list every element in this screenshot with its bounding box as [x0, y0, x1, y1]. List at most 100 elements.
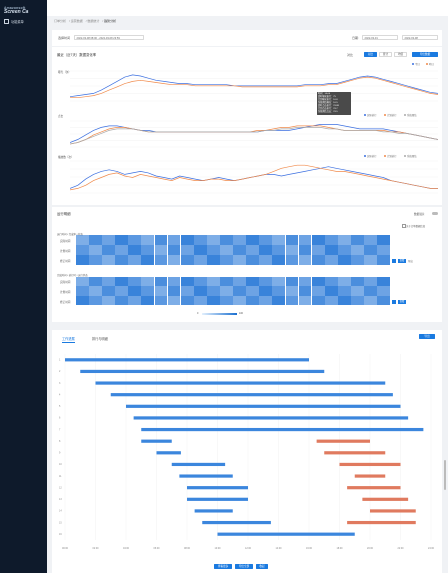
heat-cell[interactable]	[233, 295, 246, 305]
heat-cell[interactable]	[298, 295, 312, 305]
collapse-button[interactable]: 收起	[256, 564, 268, 569]
heat-cell[interactable]	[128, 245, 142, 255]
expand-icon[interactable]	[392, 300, 396, 304]
heat-cell[interactable]	[167, 286, 181, 296]
heat-cell[interactable]	[324, 277, 338, 287]
heat-cell[interactable]	[102, 245, 115, 255]
heat-cell[interactable]	[311, 277, 325, 287]
heat-cell[interactable]	[311, 286, 325, 296]
heat-cell[interactable]	[193, 245, 207, 255]
heat-cell[interactable]	[193, 277, 207, 287]
heat-cell[interactable]	[154, 286, 168, 296]
heat-cell[interactable]	[220, 255, 233, 265]
heat-cell[interactable]	[154, 235, 168, 245]
expand-icon[interactable]	[392, 259, 396, 263]
heat-cell[interactable]	[364, 295, 377, 305]
heat-cell[interactable]	[351, 245, 364, 255]
heat-cell[interactable]	[337, 245, 351, 255]
heat-cell[interactable]	[364, 255, 377, 265]
heat-cell[interactable]	[351, 255, 364, 265]
heat-cell[interactable]	[76, 255, 89, 265]
heat-cell[interactable]	[311, 295, 325, 305]
heat-cell[interactable]	[377, 295, 390, 305]
heat-cell[interactable]	[154, 277, 168, 287]
toggle-average[interactable]: 均值	[394, 51, 407, 57]
heat-cell[interactable]	[351, 235, 364, 245]
heat-cell[interactable]	[324, 286, 338, 296]
heat-cell[interactable]	[154, 295, 168, 305]
heat-cell[interactable]	[154, 255, 168, 265]
heat-cell[interactable]	[233, 245, 246, 255]
heat-cell[interactable]	[377, 255, 390, 265]
heat-cell[interactable]	[272, 295, 286, 305]
heat-cell[interactable]	[206, 255, 220, 265]
heat-cell[interactable]	[233, 286, 246, 296]
heat-cell[interactable]	[128, 277, 142, 287]
heat-cell[interactable]	[89, 245, 102, 255]
heat-cell[interactable]	[206, 295, 220, 305]
heat-cell[interactable]	[206, 277, 220, 287]
legend-actual-2[interactable]: 实际执行	[364, 154, 377, 158]
heat-cell[interactable]	[76, 286, 89, 296]
heat-cell[interactable]	[141, 286, 155, 296]
heat-cell[interactable]	[220, 277, 233, 287]
heat-cell[interactable]	[128, 255, 142, 265]
export-data-button[interactable]: 导出数据	[412, 51, 438, 57]
heat-cell[interactable]	[115, 255, 128, 265]
export-all-button[interactable]: 导出全部	[235, 564, 253, 569]
heat-cell[interactable]	[298, 245, 312, 255]
heat-cell[interactable]	[206, 245, 220, 255]
heat-cell[interactable]	[272, 255, 286, 265]
heat-cell[interactable]	[167, 277, 181, 287]
heat-cell[interactable]	[180, 286, 194, 296]
heat-cell[interactable]	[324, 255, 338, 265]
heat-cell[interactable]	[141, 245, 155, 255]
heat-cell[interactable]	[285, 245, 299, 255]
heat-cell[interactable]	[259, 277, 273, 287]
heat-cell[interactable]	[246, 277, 259, 287]
heat-cell[interactable]	[259, 245, 273, 255]
heat-cell[interactable]	[246, 286, 259, 296]
heat-cell[interactable]	[167, 235, 181, 245]
heat-cell[interactable]	[233, 277, 246, 287]
heat-cell[interactable]	[259, 286, 273, 296]
heat-cell[interactable]	[141, 235, 155, 245]
heat-cell[interactable]	[259, 255, 273, 265]
heat-cell[interactable]	[220, 295, 233, 305]
heat-cell[interactable]	[193, 295, 207, 305]
heat-cell[interactable]	[76, 295, 89, 305]
heat-cell[interactable]	[351, 295, 364, 305]
heat-cell[interactable]	[272, 277, 286, 287]
heat-cell[interactable]	[285, 286, 299, 296]
sidebar-item-menu[interactable]: 功能菜单	[4, 19, 24, 24]
heat-cell[interactable]	[89, 277, 102, 287]
heat-cell[interactable]	[364, 277, 377, 287]
heat-cell[interactable]	[89, 295, 102, 305]
time-range-select[interactable]: 2022-03-08 08:00 - 2022-03-08 23:59	[74, 35, 144, 40]
heat-cell[interactable]	[141, 277, 155, 287]
toggle-compare[interactable]: 对比	[364, 51, 377, 57]
heat-cell[interactable]	[285, 295, 299, 305]
heat-cell[interactable]	[180, 255, 194, 265]
heat-cell[interactable]	[76, 235, 89, 245]
heat-cell[interactable]	[377, 286, 390, 296]
view-more-button[interactable]: 查看更多	[214, 564, 232, 569]
heat-cell[interactable]	[351, 286, 364, 296]
heat-cell[interactable]	[337, 286, 351, 296]
gantt-export-button[interactable]: 导出	[419, 334, 435, 339]
heat-cell[interactable]	[102, 295, 115, 305]
heatmap-2[interactable]	[76, 277, 390, 305]
order-checkbox[interactable]	[402, 224, 407, 229]
heat-cell[interactable]	[377, 277, 390, 287]
heat-cell[interactable]	[206, 286, 220, 296]
heat-cell[interactable]	[220, 245, 233, 255]
heat-cell[interactable]	[311, 235, 325, 245]
heatmap-1[interactable]	[76, 235, 390, 265]
export-link[interactable]: 导出	[408, 260, 413, 263]
breadcrumb-item[interactable]: 订单分析	[54, 19, 67, 23]
heat-cell[interactable]	[337, 235, 351, 245]
legend-estimate[interactable]: 系统预估	[404, 113, 417, 117]
heat-cell[interactable]	[364, 235, 377, 245]
heat-cell[interactable]	[180, 277, 194, 287]
heat-cell[interactable]	[180, 245, 194, 255]
